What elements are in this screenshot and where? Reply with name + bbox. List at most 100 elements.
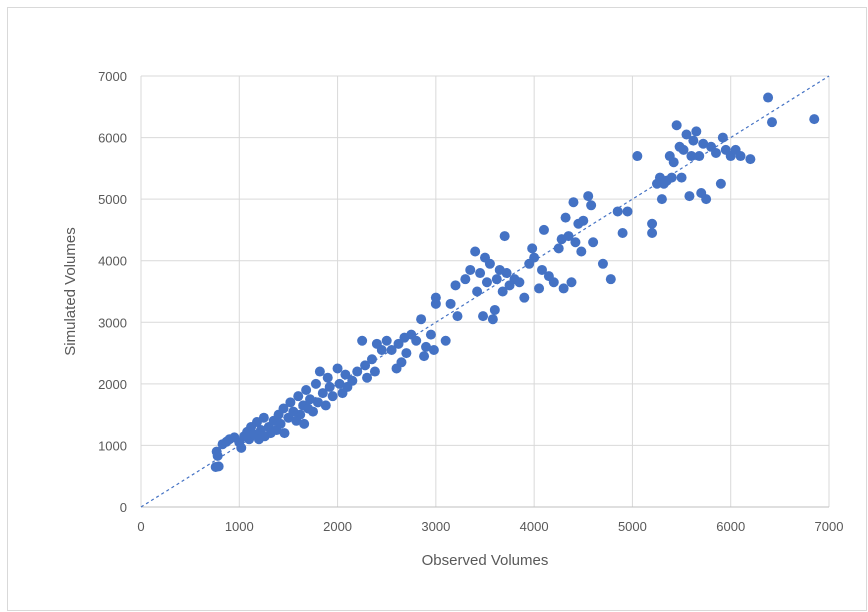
data-point bbox=[489, 304, 500, 315]
data-point bbox=[568, 197, 579, 208]
data-point bbox=[430, 292, 441, 303]
data-point bbox=[285, 397, 296, 408]
data-point bbox=[279, 428, 290, 439]
data-point bbox=[381, 335, 392, 346]
data-point bbox=[258, 412, 269, 423]
data-point bbox=[576, 246, 587, 257]
y-tick-label: 5000 bbox=[98, 192, 127, 207]
data-point bbox=[472, 286, 483, 297]
data-point bbox=[566, 277, 577, 288]
data-point bbox=[617, 228, 628, 239]
data-point bbox=[312, 397, 323, 408]
data-point bbox=[295, 409, 306, 420]
y-tick-label: 6000 bbox=[98, 131, 127, 146]
data-point bbox=[275, 418, 286, 429]
data-point bbox=[450, 280, 461, 291]
y-tick-label: 7000 bbox=[98, 69, 127, 84]
data-point bbox=[481, 277, 492, 288]
data-point bbox=[534, 283, 545, 294]
data-point bbox=[362, 372, 373, 383]
data-point bbox=[470, 246, 481, 257]
data-point bbox=[548, 277, 559, 288]
data-point bbox=[324, 381, 335, 392]
x-tick-label: 4000 bbox=[520, 519, 549, 534]
data-point bbox=[484, 258, 495, 269]
x-tick-label: 7000 bbox=[815, 519, 844, 534]
data-point bbox=[735, 151, 746, 162]
gridlines bbox=[140, 75, 830, 508]
data-point bbox=[314, 366, 325, 377]
data-point bbox=[347, 375, 358, 386]
data-point bbox=[538, 224, 549, 235]
data-point bbox=[497, 286, 508, 297]
data-point bbox=[310, 378, 321, 389]
data-point bbox=[299, 418, 310, 429]
data-point bbox=[527, 243, 538, 254]
x-axis-title: Observed Volumes bbox=[422, 552, 549, 569]
y-tick-label: 1000 bbox=[98, 438, 127, 453]
data-point bbox=[684, 191, 695, 202]
data-point bbox=[676, 172, 687, 183]
data-point bbox=[588, 237, 599, 248]
data-point bbox=[213, 461, 224, 472]
x-tick-label: 6000 bbox=[716, 519, 745, 534]
data-point bbox=[701, 194, 712, 205]
data-point bbox=[691, 126, 702, 137]
data-point bbox=[478, 311, 489, 322]
data-point bbox=[597, 258, 608, 269]
data-point bbox=[686, 151, 697, 162]
x-tick-label: 1000 bbox=[225, 519, 254, 534]
data-point bbox=[320, 400, 331, 411]
data-point bbox=[305, 394, 316, 405]
data-point bbox=[386, 344, 397, 355]
data-point bbox=[445, 298, 456, 309]
y-axis-ticks: 0 1000 2000 3000 4000 5000 6000 7000 bbox=[98, 69, 127, 515]
data-point bbox=[560, 212, 571, 223]
data-point bbox=[211, 446, 222, 457]
data-point bbox=[766, 117, 777, 128]
data-point bbox=[570, 237, 581, 248]
x-tick-label: 2000 bbox=[323, 519, 352, 534]
data-point bbox=[465, 264, 476, 275]
chart-frame bbox=[7, 7, 867, 611]
data-point bbox=[578, 215, 589, 226]
data-point bbox=[419, 351, 430, 362]
data-point bbox=[586, 200, 597, 211]
data-point bbox=[491, 274, 502, 285]
data-point bbox=[622, 206, 633, 217]
y-tick-label: 2000 bbox=[98, 377, 127, 392]
data-point bbox=[632, 151, 643, 162]
data-point bbox=[647, 228, 658, 239]
data-point bbox=[763, 92, 774, 103]
data-point bbox=[352, 366, 363, 377]
data-point bbox=[460, 274, 471, 285]
data-point bbox=[475, 268, 486, 279]
data-point bbox=[809, 114, 820, 125]
data-point bbox=[666, 172, 677, 183]
data-point bbox=[514, 277, 525, 288]
data-point bbox=[694, 151, 705, 162]
data-point bbox=[317, 388, 328, 399]
data-point bbox=[278, 403, 289, 414]
data-point bbox=[688, 135, 699, 146]
data-point bbox=[647, 218, 658, 229]
x-axis-ticks: 0 1000 2000 3000 4000 5000 6000 7000 bbox=[137, 519, 843, 534]
data-point bbox=[452, 311, 463, 322]
x-tick-label: 5000 bbox=[618, 519, 647, 534]
data-point bbox=[421, 341, 432, 352]
data-point bbox=[357, 335, 368, 346]
data-point bbox=[553, 243, 564, 254]
x-tick-label: 0 bbox=[137, 519, 144, 534]
data-point bbox=[563, 231, 574, 242]
data-point bbox=[440, 335, 451, 346]
data-point bbox=[340, 369, 351, 380]
data-point bbox=[401, 348, 412, 359]
data-point bbox=[529, 252, 540, 263]
data-point bbox=[428, 344, 439, 355]
y-tick-label: 4000 bbox=[98, 254, 127, 269]
data-point bbox=[416, 314, 427, 325]
data-point bbox=[558, 283, 569, 294]
data-point bbox=[668, 157, 679, 168]
data-point bbox=[499, 231, 510, 242]
